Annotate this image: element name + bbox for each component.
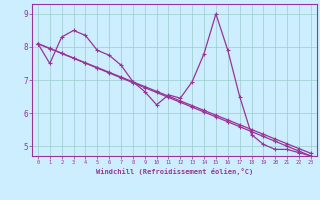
- X-axis label: Windchill (Refroidissement éolien,°C): Windchill (Refroidissement éolien,°C): [96, 168, 253, 175]
